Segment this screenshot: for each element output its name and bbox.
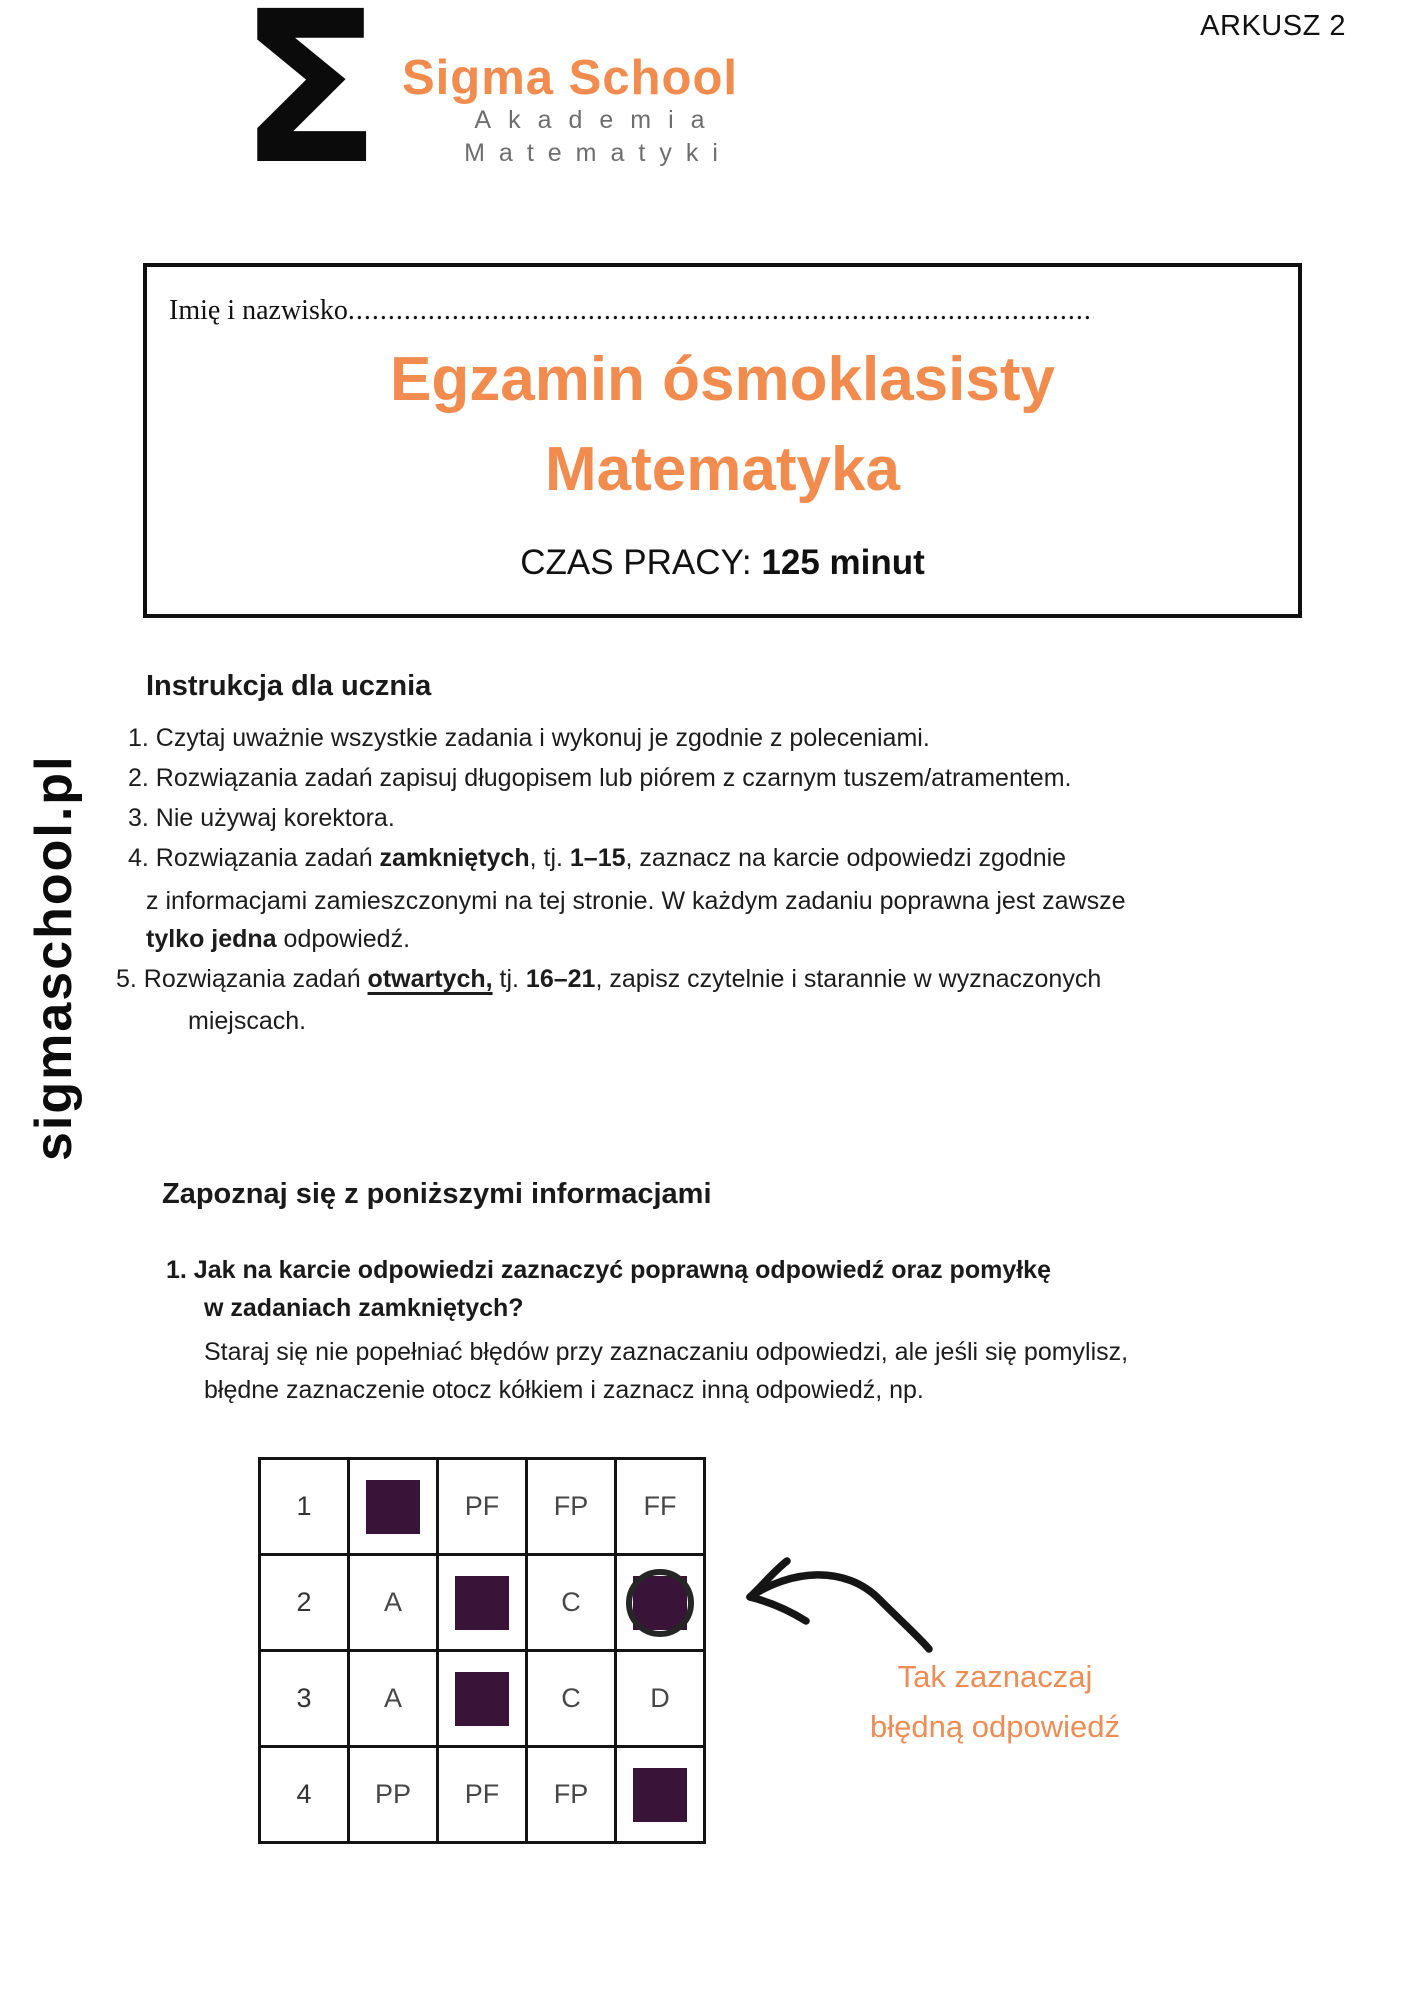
mistake-annotation-line2: błędną odpowiedź: [870, 1709, 1120, 1744]
instruction-line-1: 1. Czytaj uważnie wszystkie zadania i wy…: [128, 724, 930, 752]
answer-option-cell: D: [614, 1649, 706, 1748]
question-line-1: 1. Jak na karcie odpowiedzi zaznaczyć po…: [166, 1256, 1051, 1284]
answer-grid: 1 PF FP FF 2 A C 3 A C D 4 PP PF FP: [258, 1457, 706, 1844]
name-label: Imię i nazwisko: [169, 295, 348, 326]
logo-subtitle-line1: Akademia: [474, 106, 722, 134]
instructions-heading: Instrukcja dla ucznia: [146, 670, 432, 702]
instruction-line-3: 3. Nie używaj korektora.: [128, 804, 395, 832]
filled-answer-mark: [455, 1671, 509, 1726]
sigma-logo-icon: Σ: [238, 0, 382, 211]
marked-answer-cell: [347, 1457, 439, 1556]
sheet-number-label: ARKUSZ 2: [1200, 10, 1346, 42]
mark-wrapper: [617, 1748, 703, 1841]
filled-answer-mark: [366, 1479, 420, 1534]
marked-answer-cell: [436, 1649, 528, 1748]
marked-answer-cell: [614, 1745, 706, 1844]
exam-title-line2: Matematyka: [545, 435, 900, 504]
mistake-circle-icon: [626, 1568, 694, 1637]
name-fill-dots: ........................................…: [347, 295, 1094, 326]
answer-grid-row: 1 PF FP FF: [258, 1457, 706, 1556]
work-time-value: 125 minut: [761, 543, 925, 582]
answer-option-cell: PF: [436, 1745, 528, 1844]
mistake-annotation: Tak zaznaczaj błędną odpowiedź: [845, 1652, 1145, 1752]
exam-title-line1: Egzamin ósmoklasisty: [389, 345, 1056, 414]
answer-option-cell: C: [525, 1553, 617, 1652]
info-section-heading: Zapoznaj się z poniższymi informacjami: [162, 1178, 712, 1210]
marked-answer-cell: [436, 1553, 528, 1652]
answer-option-cell: A: [347, 1649, 439, 1748]
row-number-cell: 2: [258, 1553, 350, 1652]
site-watermark: sigmaschool.pl: [25, 754, 83, 1161]
curved-arrow-icon: [746, 1557, 933, 1653]
filled-answer-mark: [633, 1767, 687, 1822]
filled-answer-mark: [455, 1575, 509, 1630]
logo-subtitle-line2: Matematyki: [464, 139, 732, 167]
mark-wrapper: [439, 1556, 525, 1649]
instruction-line-2: 2. Rozwiązania zadań zapisuj długopisem …: [128, 764, 1072, 792]
row-number-cell: 4: [258, 1745, 350, 1844]
mark-wrapper: [350, 1460, 436, 1553]
instruction-line-4: 4. Rozwiązania zadań zamkniętych, tj. 1–…: [128, 844, 1067, 872]
answer-option-cell: C: [525, 1649, 617, 1748]
mark-wrapper: [439, 1652, 525, 1745]
instruction-line-5-cont: miejscach.: [188, 1007, 307, 1035]
answer-option-cell: PP: [347, 1745, 439, 1844]
name-line: Imię i nazwisko.........................…: [169, 295, 1094, 327]
answer-option-cell: FF: [614, 1457, 706, 1556]
answer-option-cell: A: [347, 1553, 439, 1652]
mistake-annotation-line1: Tak zaznaczaj: [897, 1659, 1093, 1694]
work-time-label: CZAS PRACY:: [520, 543, 752, 582]
instruction-line-4-cont2: tylko jedna odpowiedź.: [146, 925, 411, 953]
question-body-line-1: Staraj się nie popełniać błędów przy zaz…: [204, 1338, 1129, 1366]
logo-subtitle: Akademia Matematyki: [402, 106, 794, 168]
answer-option-cell: FP: [525, 1457, 617, 1556]
logo-brand-name: Sigma School: [402, 51, 739, 105]
marked-answer-circled-cell: [614, 1553, 706, 1652]
mark-wrapper: [617, 1556, 703, 1649]
answer-option-cell: FP: [525, 1745, 617, 1844]
row-number-cell: 1: [258, 1457, 350, 1556]
answer-option-cell: PF: [436, 1457, 528, 1556]
instruction-line-5: 5. Rozwiązania zadań otwartych, tj. 16–2…: [116, 965, 1102, 993]
work-time-line: CZAS PRACY: 125 minut: [147, 543, 1298, 583]
answer-grid-row: 4 PP PF FP: [258, 1745, 706, 1844]
row-number-cell: 3: [258, 1649, 350, 1748]
answer-grid-body: 1 PF FP FF 2 A C 3 A C D 4 PP PF FP: [258, 1457, 706, 1844]
question-line-2: w zadaniach zamkniętych?: [204, 1294, 524, 1322]
exam-header-box: Imię i nazwisko.........................…: [143, 263, 1302, 618]
instruction-line-4-cont: z informacjami zamieszczonymi na tej str…: [146, 887, 1126, 915]
question-body-line-2: błędne zaznaczenie otocz kółkiem i zazna…: [204, 1376, 924, 1404]
